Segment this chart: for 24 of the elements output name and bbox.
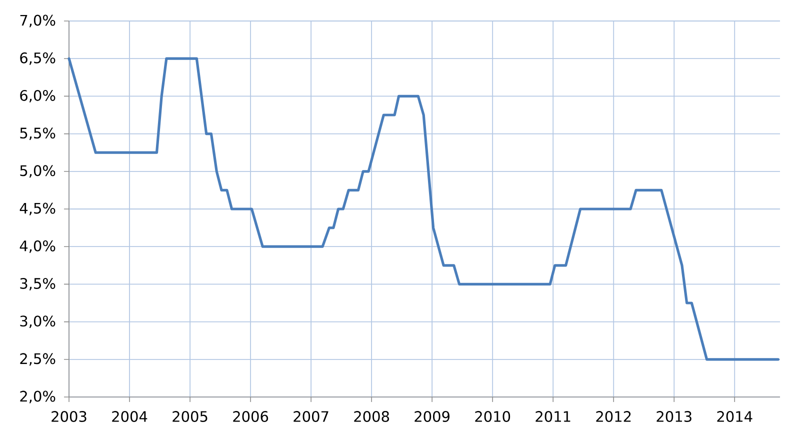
y-tick-label: 6,0% xyxy=(20,90,56,102)
x-tick-label: 2009 xyxy=(414,411,450,422)
x-tick-label: 2010 xyxy=(475,411,510,422)
x-tick-label: 2011 xyxy=(536,411,570,422)
x-tick-label: 2007 xyxy=(294,411,328,422)
y-tick-label: 4,0% xyxy=(20,240,56,253)
y-tick-label: 3,0% xyxy=(20,316,56,328)
y-tick-label: 6,5% xyxy=(20,52,56,65)
x-tick-label: 2014 xyxy=(717,411,752,422)
x-tick-label: 2005 xyxy=(172,411,208,422)
x-tick-label: 2008 xyxy=(354,411,390,422)
y-tick-label: 2,0% xyxy=(20,390,56,404)
y-tick-label: 2,5% xyxy=(20,353,56,366)
y-tick-label: 5,0% xyxy=(20,165,56,178)
x-tick-label: 2006 xyxy=(233,411,268,422)
line-series xyxy=(68,57,780,361)
x-tick-label: 2013 xyxy=(656,411,692,422)
y-tick-label: 4,5% xyxy=(20,202,56,216)
x-tick-label: 2004 xyxy=(112,411,148,422)
y-tick-label: 7,0% xyxy=(20,14,56,28)
x-tick-label: 2012 xyxy=(596,411,631,422)
x-tick-label: 2003 xyxy=(52,411,86,422)
y-tick-label: 5,5% xyxy=(20,128,56,140)
y-tick-label: 3,5% xyxy=(20,278,56,290)
